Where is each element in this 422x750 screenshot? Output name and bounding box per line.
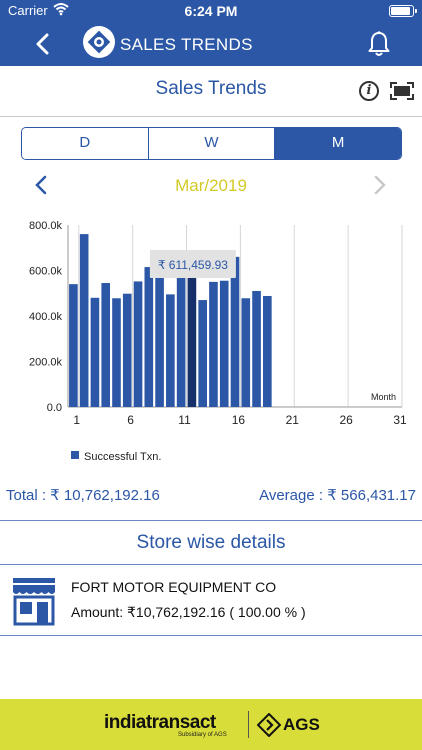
divider xyxy=(0,635,422,636)
period-segmented-control: D W M xyxy=(21,127,402,160)
tab-month[interactable]: M xyxy=(275,128,401,159)
bar xyxy=(112,298,121,407)
bar xyxy=(144,267,154,407)
tooltip-box xyxy=(149,250,236,278)
bar xyxy=(101,283,111,407)
total-amount: Total : ₹ 10,762,192.16 xyxy=(6,487,160,504)
bar xyxy=(122,293,132,407)
wifi-icon xyxy=(53,3,69,16)
divider xyxy=(0,564,422,565)
back-icon[interactable] xyxy=(30,31,56,57)
bar xyxy=(241,298,251,407)
bar xyxy=(252,290,261,407)
x-tick-label: 26 xyxy=(339,413,353,427)
x-tick-label: 6 xyxy=(127,413,134,427)
chevron-left-icon[interactable] xyxy=(33,175,49,195)
divider xyxy=(248,711,249,738)
tooltip-label: ₹ 611,459.93 xyxy=(158,258,228,272)
bar xyxy=(230,256,240,407)
app-title: SALES TRENDS xyxy=(120,35,253,54)
clock: 6:24 PM xyxy=(184,3,238,19)
info-icon[interactable]: i xyxy=(359,81,379,101)
tab-day[interactable]: D xyxy=(22,128,149,159)
store-section-title: Store wise details xyxy=(136,532,286,553)
battery-icon xyxy=(389,5,417,17)
y-tick-label: 200.0k xyxy=(29,357,63,369)
x-tick-label: 21 xyxy=(286,413,300,427)
logo-icon xyxy=(83,26,115,58)
nav-bar: SALES TRENDS xyxy=(0,22,422,66)
bar xyxy=(155,254,164,407)
y-tick-label: 600.0k xyxy=(29,266,63,278)
x-tick-label: 1 xyxy=(73,413,80,427)
status-bar: Carrier 6:24 PM xyxy=(0,0,422,22)
store-icon xyxy=(13,578,55,626)
divider xyxy=(0,116,422,117)
bar xyxy=(263,295,272,407)
month-label: Mar/2019 xyxy=(175,176,247,195)
y-tick-label: 0.0 xyxy=(47,402,62,414)
brand-logo-text: indiatransact xyxy=(104,712,216,733)
page-title: Sales Trends xyxy=(155,78,267,99)
bar xyxy=(176,273,186,407)
expand-icon[interactable] xyxy=(390,82,414,100)
x-tick-label: 31 xyxy=(393,413,407,427)
legend-label: Successful Txn. xyxy=(84,451,161,463)
bar xyxy=(209,281,218,407)
summary-row: Total : ₹ 10,762,192.16 Average : ₹ 566,… xyxy=(0,486,422,506)
legend-swatch xyxy=(71,451,79,459)
partner-logo-text: AGS xyxy=(283,715,320,734)
bar xyxy=(198,300,207,407)
carrier-label: Carrier xyxy=(8,3,48,18)
bar xyxy=(133,281,143,407)
bar xyxy=(219,280,229,407)
brand-subtitle: Subsidiary of AGS xyxy=(178,732,227,738)
x-tick-label: 11 xyxy=(178,413,191,427)
sales-chart[interactable]: 0.0 200.0k 400.0k 600.0k 800.0k 1 6 11 16 21 26 31 M… xyxy=(0,215,422,475)
bar xyxy=(90,297,100,407)
x-axis-label: Month xyxy=(371,392,396,402)
store-list-item[interactable]: FORT MOTOR EQUIPMENT CO Amount: ₹10,762,… xyxy=(0,566,422,636)
store-amount: Amount: ₹10,762,192.16 ( 100.00 % ) xyxy=(71,604,306,620)
average-amount: Average : ₹ 566,431.17 xyxy=(259,487,416,504)
bell-icon[interactable] xyxy=(367,30,391,58)
bar xyxy=(187,267,197,407)
bar xyxy=(166,294,175,407)
footer-brand-bar: indiatransact Subsidiary of AGS AGS xyxy=(0,699,422,750)
chevron-right-icon[interactable] xyxy=(372,175,388,195)
bar xyxy=(69,284,78,407)
tab-week[interactable]: W xyxy=(148,128,276,159)
store-name: FORT MOTOR EQUIPMENT CO xyxy=(71,579,277,595)
y-tick-label: 800.0k xyxy=(29,220,63,232)
x-tick-label: 16 xyxy=(232,413,246,427)
bar xyxy=(79,234,89,407)
y-tick-label: 400.0k xyxy=(29,311,63,323)
ags-logo-icon xyxy=(257,713,281,737)
divider xyxy=(0,520,422,521)
